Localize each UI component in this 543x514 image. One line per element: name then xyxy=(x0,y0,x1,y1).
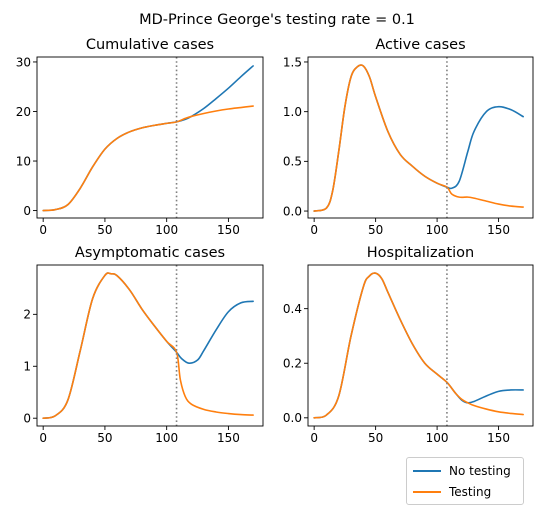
x-tick-label: 50 xyxy=(97,431,112,445)
series-line-testing-asymptomatic-cases xyxy=(42,272,254,420)
y-tick-label: 0.0 xyxy=(283,204,302,218)
series-line-no-testing-hospitalization xyxy=(313,272,524,419)
panel-title-asymptomatic-cases: Asymptomatic cases xyxy=(75,245,225,261)
x-tick-label: 50 xyxy=(97,223,112,237)
panel-title-active-cases: Active cases xyxy=(375,37,465,53)
series-line-testing-hospitalization xyxy=(313,272,524,419)
legend-item-no-testing: No testing xyxy=(413,462,511,480)
y-tick-label: 0 xyxy=(23,204,31,218)
legend-swatch-no-testing xyxy=(413,470,441,472)
axes-frame-asymptomatic-cases xyxy=(36,264,264,427)
figure-title: MD-Prince George's testing rate = 0.1 xyxy=(139,12,415,28)
y-tick-label: 0.5 xyxy=(283,155,302,169)
series-line-no-testing-asymptomatic-cases xyxy=(42,272,254,420)
x-tick-label: 0 xyxy=(310,223,318,237)
panel-hospitalization: Hospitalization 0 50 100 150 0.0 0.2 0.4 xyxy=(283,245,534,445)
x-tick-label: 50 xyxy=(368,223,383,237)
y-tick-label: 30 xyxy=(16,55,31,69)
legend: No testing Testing xyxy=(406,457,524,505)
panel-active-cases: Active cases 0 50 100 150 0.0 0.5 1.0 1.5 xyxy=(283,37,534,237)
legend-label-testing: Testing xyxy=(449,485,492,499)
panel-cumulative-cases: Cumulative cases 0 50 100 150 0 10 20 30 xyxy=(16,37,264,237)
panel-asymptomatic-cases: Asymptomatic cases 0 50 100 150 0 1 2 xyxy=(23,245,264,445)
series-line-no-testing-active-cases xyxy=(313,64,524,212)
axes-frame-hospitalization xyxy=(307,264,534,427)
x-tick-label: 0 xyxy=(39,223,47,237)
x-tick-label: 0 xyxy=(39,431,47,445)
panel-title-hospitalization: Hospitalization xyxy=(367,245,474,261)
y-tick-label: 20 xyxy=(16,105,31,119)
y-tick-label: 0.4 xyxy=(283,302,302,316)
x-tick-label: 0 xyxy=(310,431,318,445)
y-tick-label: 0 xyxy=(23,412,31,426)
x-tick-label: 150 xyxy=(487,223,510,237)
legend-swatch-testing xyxy=(413,491,441,493)
y-tick-label: 1.0 xyxy=(283,105,302,119)
x-tick-label: 100 xyxy=(155,223,178,237)
x-tick-label: 100 xyxy=(426,431,449,445)
y-tick-label: 0.0 xyxy=(283,411,302,425)
panel-title-cumulative-cases: Cumulative cases xyxy=(86,37,214,53)
y-tick-label: 0.2 xyxy=(283,357,302,371)
x-tick-label: 150 xyxy=(217,223,240,237)
series-line-testing-active-cases xyxy=(313,64,524,212)
y-tick-label: 2 xyxy=(23,308,31,322)
x-tick-label: 100 xyxy=(426,223,449,237)
x-tick-label: 100 xyxy=(155,431,178,445)
x-tick-label: 150 xyxy=(217,431,240,445)
x-tick-label: 150 xyxy=(487,431,510,445)
legend-item-testing: Testing xyxy=(413,483,491,501)
y-tick-label: 1.5 xyxy=(283,55,302,69)
axes-frame-cumulative-cases xyxy=(36,56,264,219)
legend-label-no-testing: No testing xyxy=(449,464,511,478)
series-line-no-testing-cumulative-cases xyxy=(42,65,254,212)
y-tick-label: 10 xyxy=(16,154,31,168)
series-line-testing-cumulative-cases xyxy=(42,105,254,212)
x-tick-label: 50 xyxy=(368,431,383,445)
y-tick-label: 1 xyxy=(23,360,31,374)
axes-frame-active-cases xyxy=(307,56,534,219)
